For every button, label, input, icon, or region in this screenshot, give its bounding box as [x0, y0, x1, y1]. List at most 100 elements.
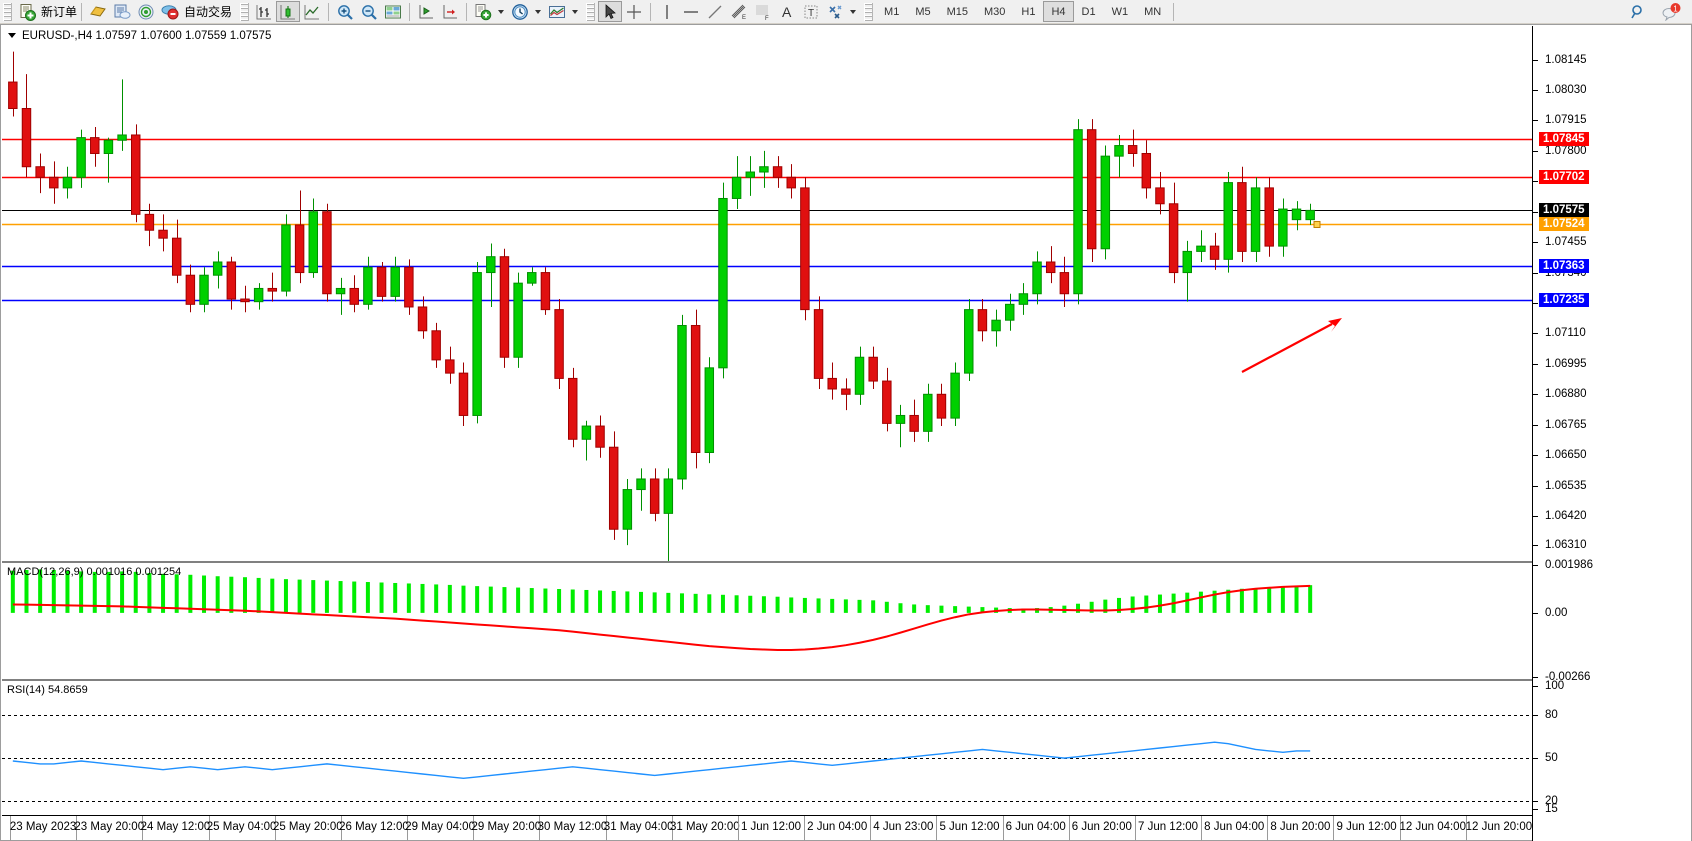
timeframe-m5[interactable]: M5 [915, 5, 931, 18]
svg-text:F: F [765, 16, 769, 21]
price-axis[interactable]: 1.081451.080301.079151.078001.076851.075… [1532, 26, 1691, 841]
horizontal-line-icon[interactable] [679, 1, 703, 22]
time-axis-separator [1069, 816, 1070, 841]
macd-histogram-bar [830, 598, 835, 613]
zoom-in-icon[interactable] [333, 1, 357, 22]
new-order-label[interactable]: 新订单 [41, 5, 78, 19]
macd-histogram-bar [379, 582, 384, 613]
alerts-icon[interactable]: 1 [1658, 1, 1684, 22]
price-tag-support-1[interactable]: 1.07363 [1539, 259, 1589, 273]
templates-icon[interactable] [545, 1, 569, 22]
trendline-icon[interactable] [703, 1, 727, 22]
macd-histogram-bar [311, 580, 316, 613]
macd-histogram-bar [953, 606, 958, 613]
time-axis-label: 12 Jun 20:00 [1465, 821, 1533, 833]
chart-menu-icon[interactable] [8, 33, 16, 38]
auto-trading-label[interactable]: 自动交易 [184, 5, 233, 19]
chart-title: EURUSD-,H4 1.07597 1.07600 1.07559 1.075… [22, 29, 272, 42]
candle [76, 129, 86, 188]
chart-shift-icon[interactable] [414, 1, 438, 22]
chart-canvas[interactable]: MACD(12,26,9) 0.001016 0.001254 RSI(14) 5… [2, 45, 1532, 815]
time-axis-label: 1 Jun 12:00 [740, 821, 802, 833]
auto-trading-icon[interactable] [158, 1, 182, 22]
timeframe-h1[interactable]: H1 [1021, 5, 1036, 18]
terminal-icon[interactable] [134, 1, 158, 22]
cursor-icon[interactable] [598, 1, 623, 22]
timeframe-m1[interactable]: M1 [884, 5, 900, 18]
candle [90, 127, 100, 167]
objects-dropdown-caret[interactable] [850, 9, 857, 14]
price-axis-label: 1.06995 [1545, 358, 1587, 370]
price-tag-last-price[interactable]: 1.07575 [1539, 203, 1589, 217]
candle [649, 468, 660, 522]
timeframe-grip[interactable] [864, 2, 874, 21]
candle [731, 156, 742, 210]
candle [417, 296, 428, 339]
templates-dropdown-caret[interactable] [572, 9, 579, 14]
new-order-icon[interactable] [15, 1, 39, 22]
indicators-icon[interactable] [471, 1, 495, 22]
line-studies-grip[interactable] [586, 2, 596, 21]
axis-tick [1533, 801, 1538, 802]
chart-tools-grip[interactable] [240, 2, 250, 21]
macd-histogram-bar [1157, 594, 1162, 613]
toolbar-grip[interactable] [3, 2, 12, 21]
axis-tick [1533, 303, 1538, 304]
time-axis[interactable]: 23 May 2023 23 May 20:00 24 May 12:00 25 Ma… [2, 815, 1533, 841]
candle [363, 256, 373, 310]
indicators-dropdown-caret[interactable] [498, 9, 505, 14]
price-axis-label: 1.07110 [1545, 327, 1586, 339]
order-level-handle[interactable] [1313, 221, 1321, 228]
objects-icon[interactable] [823, 1, 847, 22]
main-toolbar: 新订单 自动交易 [0, 0, 1692, 24]
chart-plot-area[interactable]: MACD(12,26,9) 0.001016 0.001254 RSI(14) 5… [2, 45, 1532, 815]
candle [677, 314, 687, 490]
auto-scroll-icon[interactable] [438, 1, 462, 22]
macd-histogram-bar [38, 569, 43, 613]
data-window-icon[interactable] [86, 1, 110, 22]
time-axis-separator [407, 816, 408, 841]
timeframe-d1[interactable]: D1 [1081, 5, 1096, 18]
price-tag-resistance-2[interactable]: 1.07702 [1539, 170, 1589, 184]
period-icon[interactable] [508, 1, 532, 22]
candle [226, 256, 237, 310]
macd-histogram-bar [461, 585, 466, 613]
navigator-icon[interactable] [110, 1, 134, 22]
candle [1086, 119, 1097, 262]
candle [499, 248, 510, 368]
bar-chart-icon[interactable] [252, 1, 276, 22]
timeframe-mn[interactable]: MN [1144, 5, 1162, 18]
timeframe-m15[interactable]: M15 [946, 5, 968, 18]
crosshair-icon[interactable] [622, 1, 646, 22]
timeframe-w1[interactable]: W1 [1111, 5, 1129, 18]
search-icon[interactable] [1626, 1, 1650, 22]
candle [458, 362, 469, 427]
candlestick-chart-icon[interactable] [276, 1, 301, 22]
time-axis-separator [1135, 816, 1136, 841]
macd-histogram-bar [1226, 589, 1231, 613]
price-tag-resistance-1[interactable]: 1.07845 [1539, 132, 1589, 146]
line-chart-icon[interactable] [300, 1, 324, 22]
price-tag-order-level[interactable]: 1.07524 [1539, 217, 1589, 231]
price-tag-support-2[interactable]: 1.07235 [1539, 293, 1589, 307]
period-dropdown-caret[interactable] [535, 9, 542, 14]
macd-histogram-bar [92, 571, 97, 613]
timeframe-m30[interactable]: M30 [984, 5, 1006, 18]
axis-tick [1533, 613, 1538, 614]
zoom-out-icon[interactable] [357, 1, 381, 22]
text-icon[interactable]: A [775, 1, 799, 22]
macd-histogram-bar [1212, 590, 1217, 613]
candle [882, 367, 892, 432]
market-watch-icon[interactable] [381, 1, 405, 22]
candle [854, 346, 865, 405]
fibonacci-icon[interactable]: F [751, 1, 775, 22]
candle [964, 299, 974, 382]
candle [923, 383, 933, 442]
text-label-icon[interactable]: T [799, 1, 823, 22]
time-axis-separator [142, 816, 143, 841]
timeframe-h4[interactable]: H4 [1043, 1, 1074, 22]
candle [1264, 177, 1274, 257]
up-trend-arrow[interactable] [1241, 318, 1342, 373]
vertical-line-icon[interactable] [655, 1, 679, 22]
equidistant-channel-icon[interactable]: E [727, 1, 751, 22]
